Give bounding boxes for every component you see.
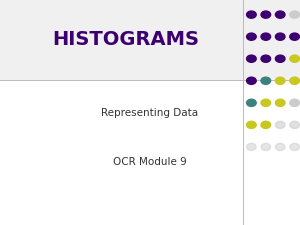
Circle shape bbox=[247, 55, 256, 62]
Circle shape bbox=[290, 77, 299, 84]
Circle shape bbox=[247, 143, 256, 151]
Circle shape bbox=[247, 99, 256, 106]
Circle shape bbox=[275, 77, 285, 84]
Circle shape bbox=[275, 143, 285, 151]
Circle shape bbox=[261, 143, 271, 151]
Circle shape bbox=[290, 11, 299, 18]
Circle shape bbox=[275, 11, 285, 18]
Circle shape bbox=[247, 33, 256, 40]
Circle shape bbox=[247, 11, 256, 18]
Circle shape bbox=[290, 55, 299, 62]
Circle shape bbox=[290, 121, 299, 128]
Circle shape bbox=[261, 33, 271, 40]
Circle shape bbox=[261, 121, 271, 128]
Circle shape bbox=[275, 55, 285, 62]
Circle shape bbox=[247, 121, 256, 128]
Circle shape bbox=[261, 77, 271, 84]
Circle shape bbox=[290, 99, 299, 106]
Circle shape bbox=[261, 11, 271, 18]
Circle shape bbox=[275, 33, 285, 40]
Circle shape bbox=[247, 77, 256, 84]
Text: HISTOGRAMS: HISTOGRAMS bbox=[52, 30, 200, 49]
Circle shape bbox=[290, 143, 299, 151]
Circle shape bbox=[290, 33, 299, 40]
Text: OCR Module 9: OCR Module 9 bbox=[113, 157, 187, 167]
Bar bbox=[0, 0, 300, 80]
Circle shape bbox=[261, 55, 271, 62]
Circle shape bbox=[275, 121, 285, 128]
Circle shape bbox=[275, 99, 285, 106]
Circle shape bbox=[261, 99, 271, 106]
Text: Representing Data: Representing Data bbox=[101, 108, 199, 117]
